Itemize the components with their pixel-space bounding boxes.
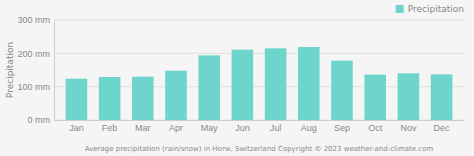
bar <box>398 73 420 120</box>
chart: Jan Feb Mar Apr May Jun Jul Aug Sep Oct Nov Dec 0 mm… <box>0 0 474 156</box>
tick: Nov <box>400 120 417 133</box>
grid-line <box>54 53 464 54</box>
tick-label: Aug <box>301 123 317 133</box>
bar <box>66 79 88 120</box>
tick: Feb <box>102 120 118 133</box>
tick: Mar <box>135 120 151 133</box>
tick: May <box>201 120 219 133</box>
tick-label: Jun <box>235 123 250 133</box>
tick-label: 100 mm <box>17 82 50 92</box>
tick: Sep <box>334 120 350 133</box>
tick-label: Dec <box>434 123 451 133</box>
axis-domain <box>54 21 55 121</box>
tick-label: Mar <box>135 123 151 133</box>
tick: Jul <box>270 120 282 133</box>
tick: Jun <box>235 120 250 133</box>
x-axis: Jan Feb Mar Apr May Jun Jul Aug Sep Oct Nov Dec <box>55 120 465 133</box>
x-axis-title: Average precipitation (rain/snow) in Hor… <box>85 145 434 153</box>
legend-label: Precipitation <box>408 4 464 14</box>
tick: 200 mm <box>17 49 54 59</box>
bar <box>165 71 187 120</box>
tick-label: Jan <box>69 123 84 133</box>
tick-label: Jul <box>270 123 282 133</box>
bar <box>431 74 453 120</box>
tick-label: May <box>201 123 219 133</box>
background <box>0 0 474 156</box>
tick: Dec <box>434 120 451 133</box>
bar <box>265 48 287 120</box>
axis-domain <box>55 120 465 121</box>
tick: Jan <box>69 120 84 133</box>
tick: 100 mm <box>17 82 54 92</box>
y-axis-title: Precipitation <box>5 42 15 98</box>
tick: Apr <box>169 120 183 133</box>
tick: 300 mm <box>17 15 54 25</box>
grid <box>54 20 464 120</box>
bar <box>331 61 353 120</box>
plot: Jan Feb Mar Apr May Jun Jul Aug Sep Oct Nov Dec 0 mm… <box>17 15 464 133</box>
tick-label: 200 mm <box>17 49 50 59</box>
bar <box>298 47 320 120</box>
bars <box>66 47 453 120</box>
grid-line <box>54 20 464 21</box>
tick-label: Feb <box>102 123 118 133</box>
tick-label: Nov <box>400 123 417 133</box>
tick-label: 0 mm <box>28 115 51 125</box>
bar <box>99 77 121 120</box>
bar <box>232 50 254 120</box>
tick-label: Sep <box>334 123 350 133</box>
tick: Aug <box>301 120 317 133</box>
legend-item: Precipitation <box>396 4 464 14</box>
bar <box>132 77 154 120</box>
legend-swatch <box>396 5 404 13</box>
tick-label: 300 mm <box>17 15 50 25</box>
tick: Oct <box>368 120 383 133</box>
y-axis: 0 mm 100 mm 200 mm 300 mm <box>17 15 54 125</box>
legend: Precipitation <box>396 4 464 14</box>
bar <box>198 55 220 120</box>
tick: 0 mm <box>28 115 55 125</box>
tick-label: Oct <box>368 123 383 133</box>
bar <box>364 75 386 120</box>
tick-label: Apr <box>169 123 183 133</box>
